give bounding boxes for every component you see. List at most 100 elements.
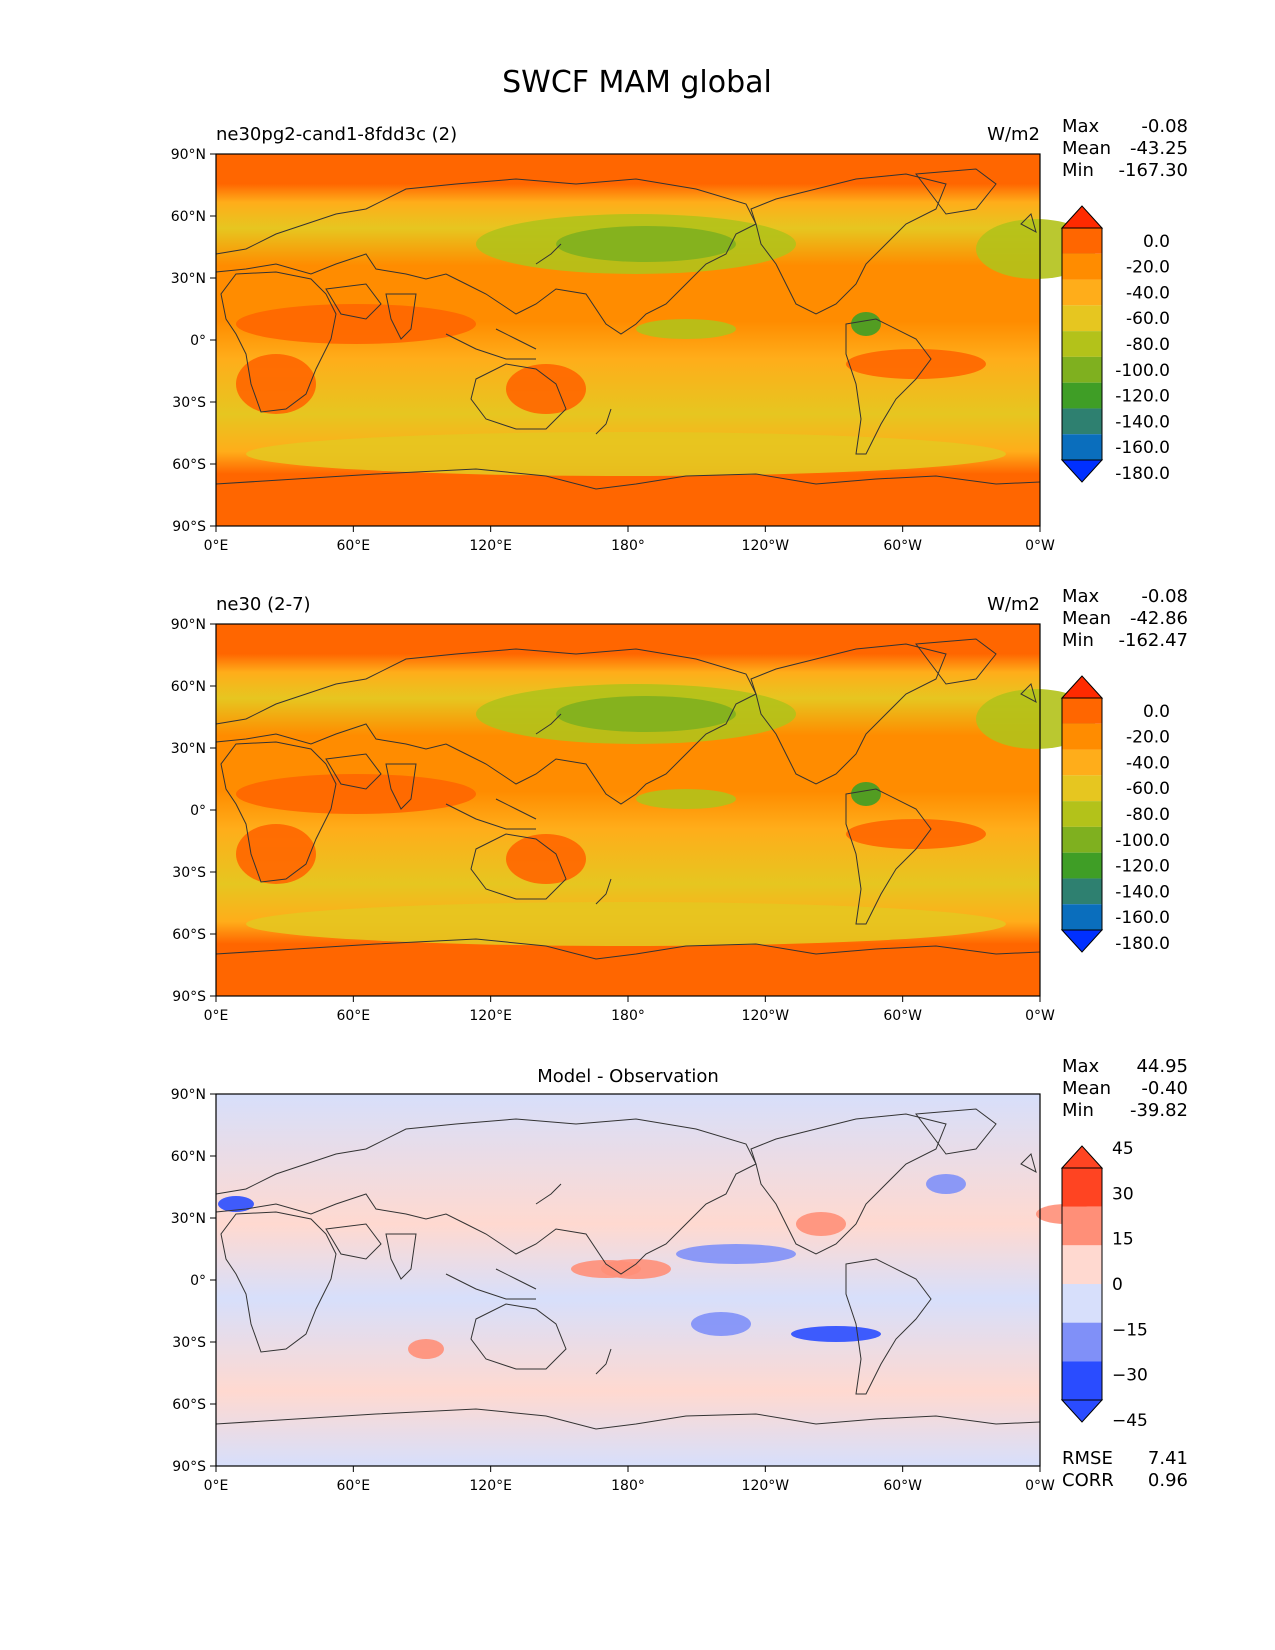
- colorbar-tick-label: −15: [1112, 1320, 1148, 1340]
- colorbar-segment: [1062, 826, 1102, 853]
- lat-tick-label: 60°S: [172, 1397, 206, 1413]
- colorbar-tick-label: −30: [1112, 1366, 1148, 1386]
- stat-value: -42.86: [1130, 608, 1188, 629]
- colorbar-tick-label: 0.0: [1143, 702, 1170, 722]
- panel-test: 90°N 60°N 30°N 0° 30°S 60°S 90°S 0°E 60°E 120°E 18…: [171, 116, 1188, 554]
- colorbar-tick-label: -40.0: [1126, 753, 1170, 773]
- field-contour: [246, 432, 1006, 476]
- corr-value: 0.96: [1148, 1470, 1188, 1491]
- colorbar-tick-label: -80.0: [1126, 335, 1170, 355]
- lat-tick-label: 60°N: [171, 1149, 206, 1165]
- stat-value: -43.25: [1130, 138, 1188, 159]
- lon-tick-label: 120°E: [469, 1478, 512, 1494]
- colorbar: 45 30 15 0 −15 −30 −45: [1060, 1139, 1148, 1431]
- colorbar-tick-label: -20.0: [1126, 258, 1170, 278]
- stat-label: Min: [1062, 630, 1094, 651]
- colorbar-segment: [1062, 382, 1102, 409]
- lat-tick-label: 0°: [190, 1273, 206, 1289]
- field-contour: [851, 312, 881, 336]
- colorbar-segment: [1062, 356, 1102, 383]
- field-contour: [636, 789, 736, 809]
- field-contour: [556, 226, 736, 262]
- panel-units: W/m2: [987, 124, 1040, 145]
- lon-tick-label: 180°: [611, 538, 645, 554]
- colorbar-frame: [1061, 227, 1103, 461]
- panel-units: W/m2: [987, 594, 1040, 615]
- colorbar-tick-label: 45: [1112, 1139, 1134, 1159]
- colorbar-segment: [1062, 1284, 1102, 1323]
- colorbar-tick-label: 0: [1112, 1275, 1123, 1295]
- panel-left-title: ne30 (2-7): [216, 594, 311, 615]
- lat-tick-label: 0°: [190, 333, 206, 349]
- lon-tick-label: 120°E: [469, 1008, 512, 1024]
- colorbar: 0.0 -20.0 -40.0 -60.0 -80.0 -100.0 -120.0 -140.…: [1060, 205, 1170, 484]
- stat-label: Min: [1062, 1100, 1094, 1121]
- stat-label: Max: [1062, 1056, 1100, 1077]
- lon-tick-label: 120°W: [742, 1008, 790, 1024]
- colorbar-extend-min: [1060, 929, 1104, 953]
- lat-tick-label: 60°N: [171, 209, 206, 225]
- colorbar-extend-min: [1060, 459, 1104, 483]
- field-contour: [791, 1326, 881, 1342]
- lat-tick-label: 90°S: [172, 989, 206, 1005]
- panel-diff: 90°N 60°N 30°N 0° 30°S 60°S 90°S 0°E 60°E 120°E 18…: [171, 1056, 1188, 1494]
- colorbar-tick-label: -20.0: [1126, 728, 1170, 748]
- colorbar-tick-label: 0.0: [1143, 232, 1170, 252]
- stat-value: -0.08: [1141, 116, 1188, 137]
- colorbar-extend-max: [1060, 205, 1104, 229]
- lat-tick-label: 30°S: [172, 395, 206, 411]
- field-contour: [846, 349, 986, 379]
- lat-tick-label: 90°N: [171, 617, 206, 633]
- field-contour: [851, 782, 881, 806]
- colorbar-segment: [1062, 749, 1102, 776]
- lon-tick-label: 120°E: [469, 538, 512, 554]
- lat-tick-label: 90°S: [172, 519, 206, 535]
- colorbar-extend-min: [1060, 1399, 1104, 1423]
- lat-tick-label: 30°N: [171, 1211, 206, 1227]
- field-contour: [506, 834, 586, 884]
- lat-tick-label: 90°N: [171, 147, 206, 163]
- colorbar-segment: [1062, 723, 1102, 750]
- colorbar-segment: [1062, 1245, 1102, 1284]
- stat-label: Mean: [1062, 1078, 1111, 1099]
- lon-tick-label: 120°W: [742, 1478, 790, 1494]
- lat-tick-label: 60°N: [171, 679, 206, 695]
- colorbar-tick-label: -60.0: [1126, 779, 1170, 799]
- corr-label: CORR: [1062, 1470, 1114, 1491]
- colorbar-tick-label: -100.0: [1115, 831, 1170, 851]
- lat-tick-label: 60°S: [172, 927, 206, 943]
- colorbar-tick-label: −45: [1112, 1411, 1148, 1431]
- lat-tick-label: 0°: [190, 803, 206, 819]
- lat-tick-label: 30°S: [172, 865, 206, 881]
- colorbar-tick-label: -120.0: [1115, 387, 1170, 407]
- colorbar-segment: [1062, 279, 1102, 306]
- field-contour: [506, 364, 586, 414]
- lon-tick-label: 0°E: [204, 1008, 229, 1024]
- lon-tick-label: 0°W: [1025, 538, 1055, 554]
- stat-label: Max: [1062, 586, 1100, 607]
- colorbar-segment: [1062, 1206, 1102, 1246]
- colorbar-frame: [1061, 697, 1103, 931]
- lon-tick-label: 0°E: [204, 538, 229, 554]
- colorbar-segment: [1062, 698, 1102, 724]
- lon-tick-label: 120°W: [742, 538, 790, 554]
- lat-tick-label: 30°S: [172, 1335, 206, 1351]
- field-contour: [676, 1244, 796, 1264]
- colorbar-tick-label: -160.0: [1115, 438, 1170, 458]
- panel-left-title: ne30pg2-cand1-8fdd3c (2): [216, 124, 457, 145]
- stat-value: -0.40: [1141, 1078, 1188, 1099]
- figure-title: SWCF MAM global: [502, 65, 772, 100]
- field-contour: [246, 902, 1006, 946]
- field-contour: [556, 696, 736, 732]
- colorbar-tick-label: 15: [1112, 1230, 1134, 1250]
- colorbar-tick-label: -120.0: [1115, 857, 1170, 877]
- stat-label: Min: [1062, 160, 1094, 181]
- lon-tick-label: 60°E: [336, 1008, 370, 1024]
- colorbar-segment: [1062, 434, 1102, 460]
- colorbar-tick-label: -80.0: [1126, 805, 1170, 825]
- colorbar-segment: [1062, 852, 1102, 879]
- colorbar-segment: [1062, 878, 1102, 905]
- colorbar-segment: [1062, 331, 1102, 357]
- stat-label: Mean: [1062, 608, 1111, 629]
- lat-tick-label: 60°S: [172, 457, 206, 473]
